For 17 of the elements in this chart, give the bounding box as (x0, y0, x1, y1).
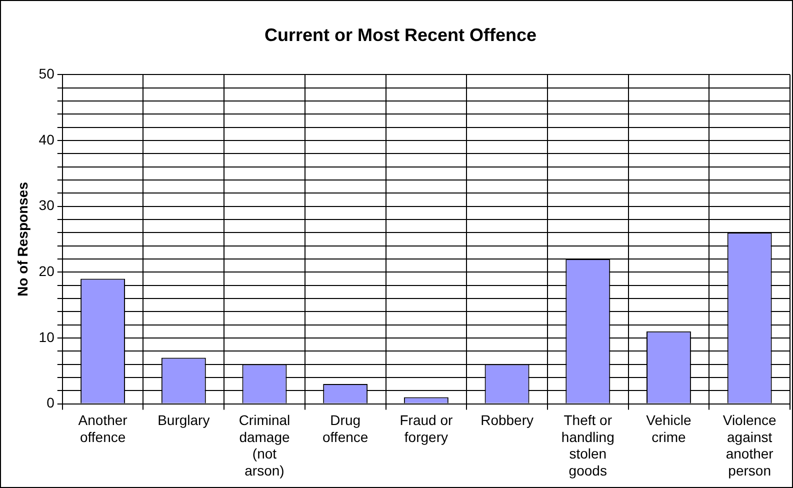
x-tick-label: Violence against another person (722, 412, 777, 478)
y-tick-label: 40 (38, 131, 55, 148)
y-tick-label: 50 (38, 65, 55, 82)
chart-title: Current or Most Recent Offence (264, 24, 537, 45)
x-tick-label: Another offence (78, 412, 128, 445)
y-tick-label: 30 (38, 197, 55, 214)
x-tick-label: Criminal damage (not arson) (238, 412, 290, 478)
x-tick-label: Robbery (480, 412, 534, 428)
y-tick-label: 20 (38, 262, 55, 279)
y-axis-title: No of Responses (14, 182, 30, 296)
x-tick-label: Burglary (158, 412, 210, 428)
x-tick-label: Theft or handling stolen goods (561, 412, 614, 478)
x-tick-label: Vehicle crime (646, 412, 692, 445)
y-tick-label: 10 (38, 328, 55, 345)
x-tick-label: Drug offence (322, 412, 368, 445)
x-tick-label: Fraud or forgery (400, 412, 453, 445)
y-tick-label: 0 (46, 394, 55, 411)
